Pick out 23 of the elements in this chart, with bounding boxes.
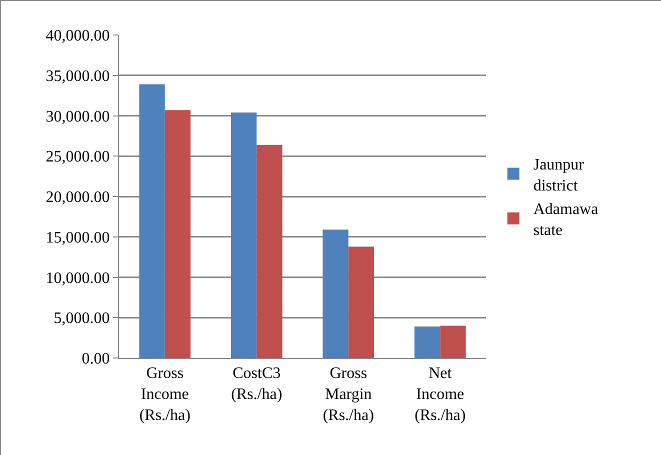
bar — [164, 110, 191, 358]
y-tick-label: 35,000.00 — [46, 68, 110, 85]
bar — [256, 144, 282, 358]
legend-label: Jaunpur district — [533, 156, 585, 194]
y-tick-label: 15,000.00 — [46, 229, 110, 246]
y-tick-label: 30,000.00 — [46, 108, 110, 126]
x-tick-label: CostC3 (Rs./ha) — [231, 365, 282, 403]
bar — [440, 326, 466, 358]
bar — [414, 326, 440, 358]
bar — [322, 230, 348, 358]
x-tick-label: Gross Income (Rs./ha) — [139, 365, 190, 424]
legend-label: Adamawa state — [533, 201, 598, 240]
y-tick-label: 0.00 — [82, 350, 110, 368]
y-tick-label: 10,000.00 — [46, 270, 110, 287]
x-tick-label: Gross Margin (Rs./ha) — [322, 365, 374, 424]
y-tick-label: 25,000.00 — [46, 148, 110, 166]
bar — [348, 246, 374, 358]
bar — [230, 112, 257, 358]
y-tick-label: 40,000.00 — [46, 28, 110, 45]
y-tick-label: 20,000.00 — [46, 189, 110, 206]
y-tick-label: 5,000.00 — [54, 310, 110, 328]
x-tick-label: Net Income (Rs./ha) — [414, 365, 466, 424]
bar — [139, 84, 165, 358]
